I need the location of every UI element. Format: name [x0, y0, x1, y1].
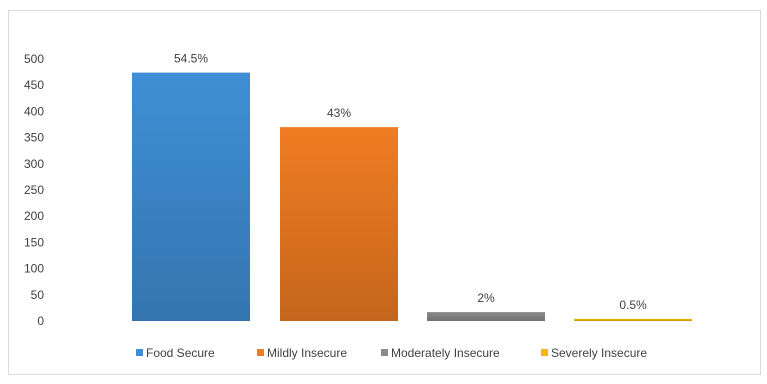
data-label: 0.5%	[619, 298, 647, 312]
y-tick-label: 450	[24, 78, 44, 92]
legend-swatch	[257, 349, 264, 356]
legend-swatch	[136, 349, 143, 356]
legend-label: Moderately Insecure	[391, 346, 500, 360]
data-label: 2%	[477, 291, 495, 305]
bar-food-secure	[132, 72, 250, 322]
legend: Food Secure Mildly Insecure Moderately Ins…	[136, 346, 647, 360]
y-tick-label: 200	[24, 209, 44, 223]
y-tick-label: 250	[24, 183, 44, 197]
data-labels: 54.5% 43% 2% 0.5%	[174, 52, 647, 312]
bar-moderately-insecure	[427, 312, 545, 321]
legend-label: Mildly Insecure	[267, 346, 347, 360]
legend-label: Severely Insecure	[551, 346, 647, 360]
y-tick-label: 100	[24, 262, 44, 276]
y-tick-label: 300	[24, 157, 44, 171]
bar-mildly-insecure	[280, 127, 398, 322]
y-tick-label: 500	[24, 52, 44, 66]
y-tick-label: 0	[37, 314, 44, 328]
y-tick-label: 350	[24, 131, 44, 145]
y-tick-label: 50	[31, 288, 45, 302]
data-label: 43%	[327, 106, 351, 120]
legend-label: Food Secure	[146, 346, 215, 360]
legend-swatch	[381, 349, 388, 356]
data-label: 54.5%	[174, 52, 208, 66]
y-axis: 0 50 100 150 200 250 300 350 400 450 500	[24, 52, 44, 328]
legend-swatch	[541, 349, 548, 356]
bars	[132, 72, 692, 322]
y-tick-label: 400	[24, 104, 44, 118]
bar-severely-insecure	[574, 318, 692, 321]
y-tick-label: 150	[24, 235, 44, 249]
